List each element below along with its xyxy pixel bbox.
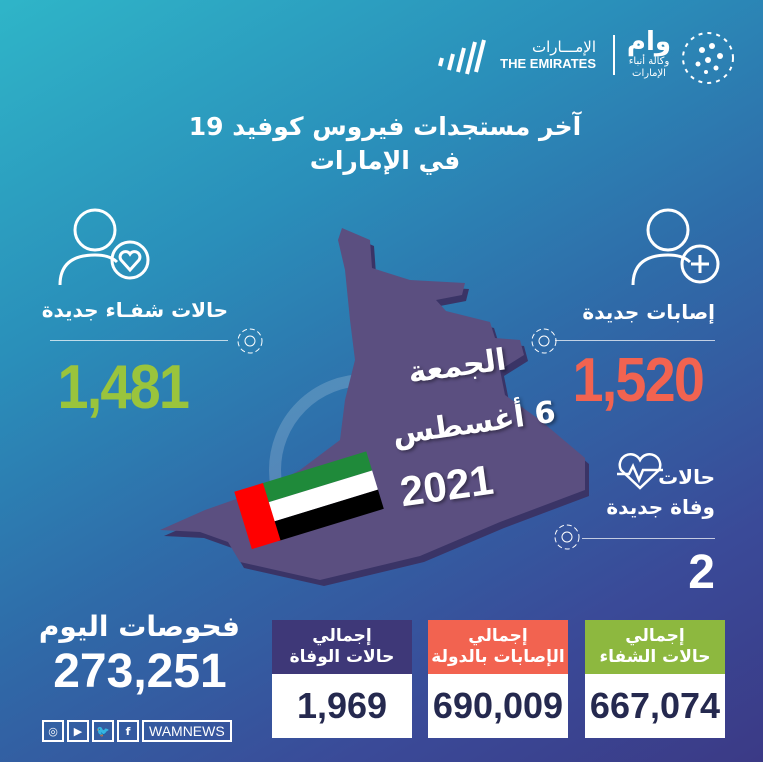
wam-globe-icon (682, 32, 734, 84)
total-recoveries-card: إجمالي حالات الشفاء 667,074 (585, 620, 725, 738)
twitter-icon[interactable]: 🐦 (92, 720, 114, 742)
emirates-logo (436, 38, 492, 82)
deaths-value: 2 (688, 546, 715, 599)
facebook-icon[interactable]: f (117, 720, 139, 742)
deaths-label1: حالات (658, 465, 715, 489)
deaths-label2: وفاة جديدة (606, 495, 715, 519)
divider (582, 538, 715, 539)
card-subtitle: حالات الشفاء (599, 647, 711, 667)
card-subtitle: الإصابات بالدولة (431, 647, 565, 667)
emirates-ar: الإمـــارات (531, 38, 596, 56)
target-icon (531, 328, 557, 354)
recoveries-value: 1,481 (57, 353, 190, 422)
person-heart-icon (58, 208, 150, 286)
heart-pulse-icon (617, 453, 663, 490)
instagram-icon[interactable]: ◎ (42, 720, 64, 742)
wam-sub: وكالة أنباء الإمارات (628, 56, 670, 79)
person-plus-icon (631, 208, 720, 286)
social-handle[interactable]: WAMNEWS (142, 720, 232, 742)
title-line1: آخر مستجدات فيروس كوفيد 19 (188, 112, 582, 141)
card-title: إجمالي (468, 626, 528, 646)
new-cases-value: 1,520 (572, 346, 705, 415)
divider (555, 340, 715, 341)
card-title: إجمالي (312, 626, 372, 646)
tests-label: فحوصات اليوم (38, 610, 240, 643)
divider (613, 35, 615, 75)
emirates-en: THE EMIRATES (500, 56, 596, 71)
total-deaths-card: إجمالي حالات الوفاة 1,969 (272, 620, 412, 738)
wam-logo-text: وام (626, 27, 672, 57)
card-value: 667,074 (585, 674, 725, 738)
target-icon (554, 524, 580, 550)
divider (50, 340, 228, 341)
emirates-stripes-icon (438, 39, 486, 75)
total-cases-card: إجمالي الإصابات بالدولة 690,009 (428, 620, 568, 738)
card-value: 690,009 (428, 674, 568, 738)
card-subtitle: حالات الوفاة (289, 647, 395, 667)
recoveries-label: حالات شفـاء جديدة (41, 298, 228, 322)
uae-flag (234, 451, 384, 550)
target-icon (237, 328, 263, 354)
card-value: 1,969 (272, 674, 412, 738)
wam-logo: وام وكالة أنباء الإمارات (622, 28, 676, 80)
youtube-icon[interactable]: ▶ (67, 720, 89, 742)
title-line2: في الإمارات (309, 146, 461, 175)
new-cases-label: إصابات جديدة (582, 300, 715, 324)
card-title: إجمالي (625, 626, 685, 646)
tests-value: 273,251 (53, 645, 227, 698)
social-bar: ◎ ▶ 🐦 f WAMNEWS (42, 720, 232, 742)
